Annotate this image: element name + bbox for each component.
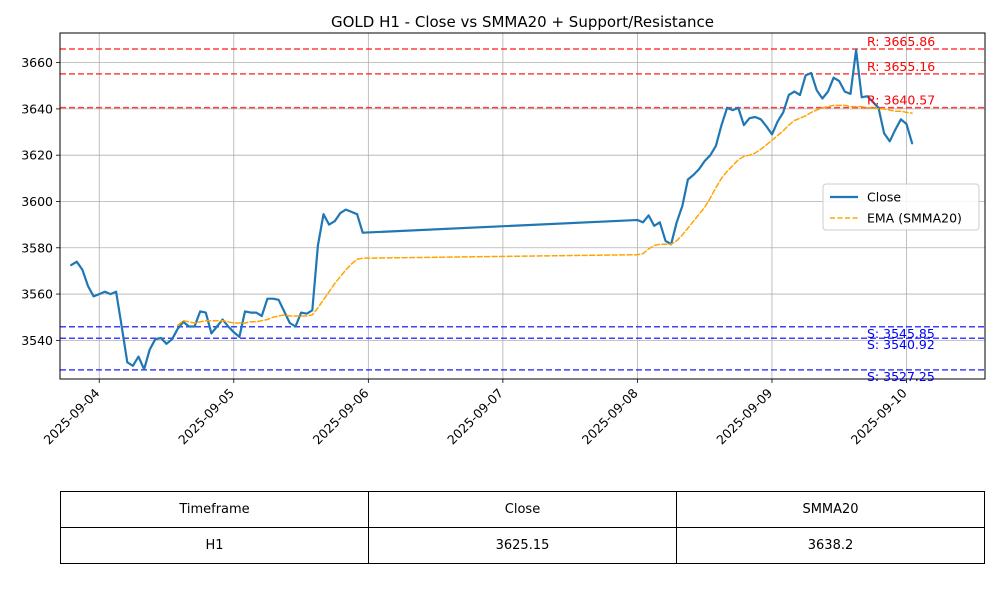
table-row: H1 3625.15 3638.2 [60,527,985,564]
table-header-cell: Close [368,491,677,528]
table-cell: 3625.15 [368,527,677,564]
y-tick-label: 3580 [21,240,53,255]
level-labels: R: 3665.86 R: 3655.16 R: 3640.57 S: 3545.85… [867,34,935,384]
summary-table: Timeframe Close SMMA20 H1 3625.15 3638.2 [60,491,985,564]
legend-label: Close [867,190,901,205]
x-tick-label: 2025-09-04 [41,385,103,447]
axis-ticks: 2025-09-04 2025-09-05 2025-09-06 2025-09-07… [21,55,910,447]
x-tick-label: 2025-09-05 [175,385,237,447]
x-tick-label: 2025-09-10 [848,385,910,447]
table-cell: H1 [60,527,369,564]
chart-title: GOLD H1 - Close vs SMMA20 + Support/Resi… [331,13,714,31]
y-tick-label: 3540 [21,333,53,348]
x-tick-label: 2025-09-06 [310,385,372,447]
chart: GOLD H1 - Close vs SMMA20 + Support/Resi… [21,13,986,447]
legend-label: EMA (SMMA20) [867,211,962,226]
table-header-cell: SMMA20 [676,491,985,528]
table-header-row: Timeframe Close SMMA20 [60,491,985,528]
x-tick-label: 2025-09-09 [713,385,775,447]
x-tick-label: 2025-09-07 [444,385,506,447]
resistance-label: R: 3640.57 [867,93,935,108]
y-tick-label: 3620 [21,148,53,163]
y-tick-label: 3640 [21,101,53,116]
y-tick-label: 3600 [21,194,53,209]
resistance-label: R: 3665.86 [867,34,935,49]
support-label: S: 3545.85 [867,326,935,341]
legend-box [822,183,980,231]
support-label: S: 3540.92 [867,337,935,352]
smma20-line [176,104,913,327]
table-header-cell: Timeframe [60,491,369,528]
grid [60,33,985,379]
table-cell: 3638.2 [676,527,985,564]
plot-frame [59,32,986,380]
support-label: S: 3527.25 [867,369,935,384]
y-tick-label: 3560 [21,287,53,302]
x-tick-label: 2025-09-08 [579,385,641,447]
legend: Close EMA (SMMA20) [822,183,980,231]
resistance-label: R: 3655.16 [867,59,935,74]
support-resistance-lines [60,48,985,371]
y-tick-label: 3660 [21,55,53,70]
close-price-line [70,48,914,371]
series-lines [70,48,914,371]
